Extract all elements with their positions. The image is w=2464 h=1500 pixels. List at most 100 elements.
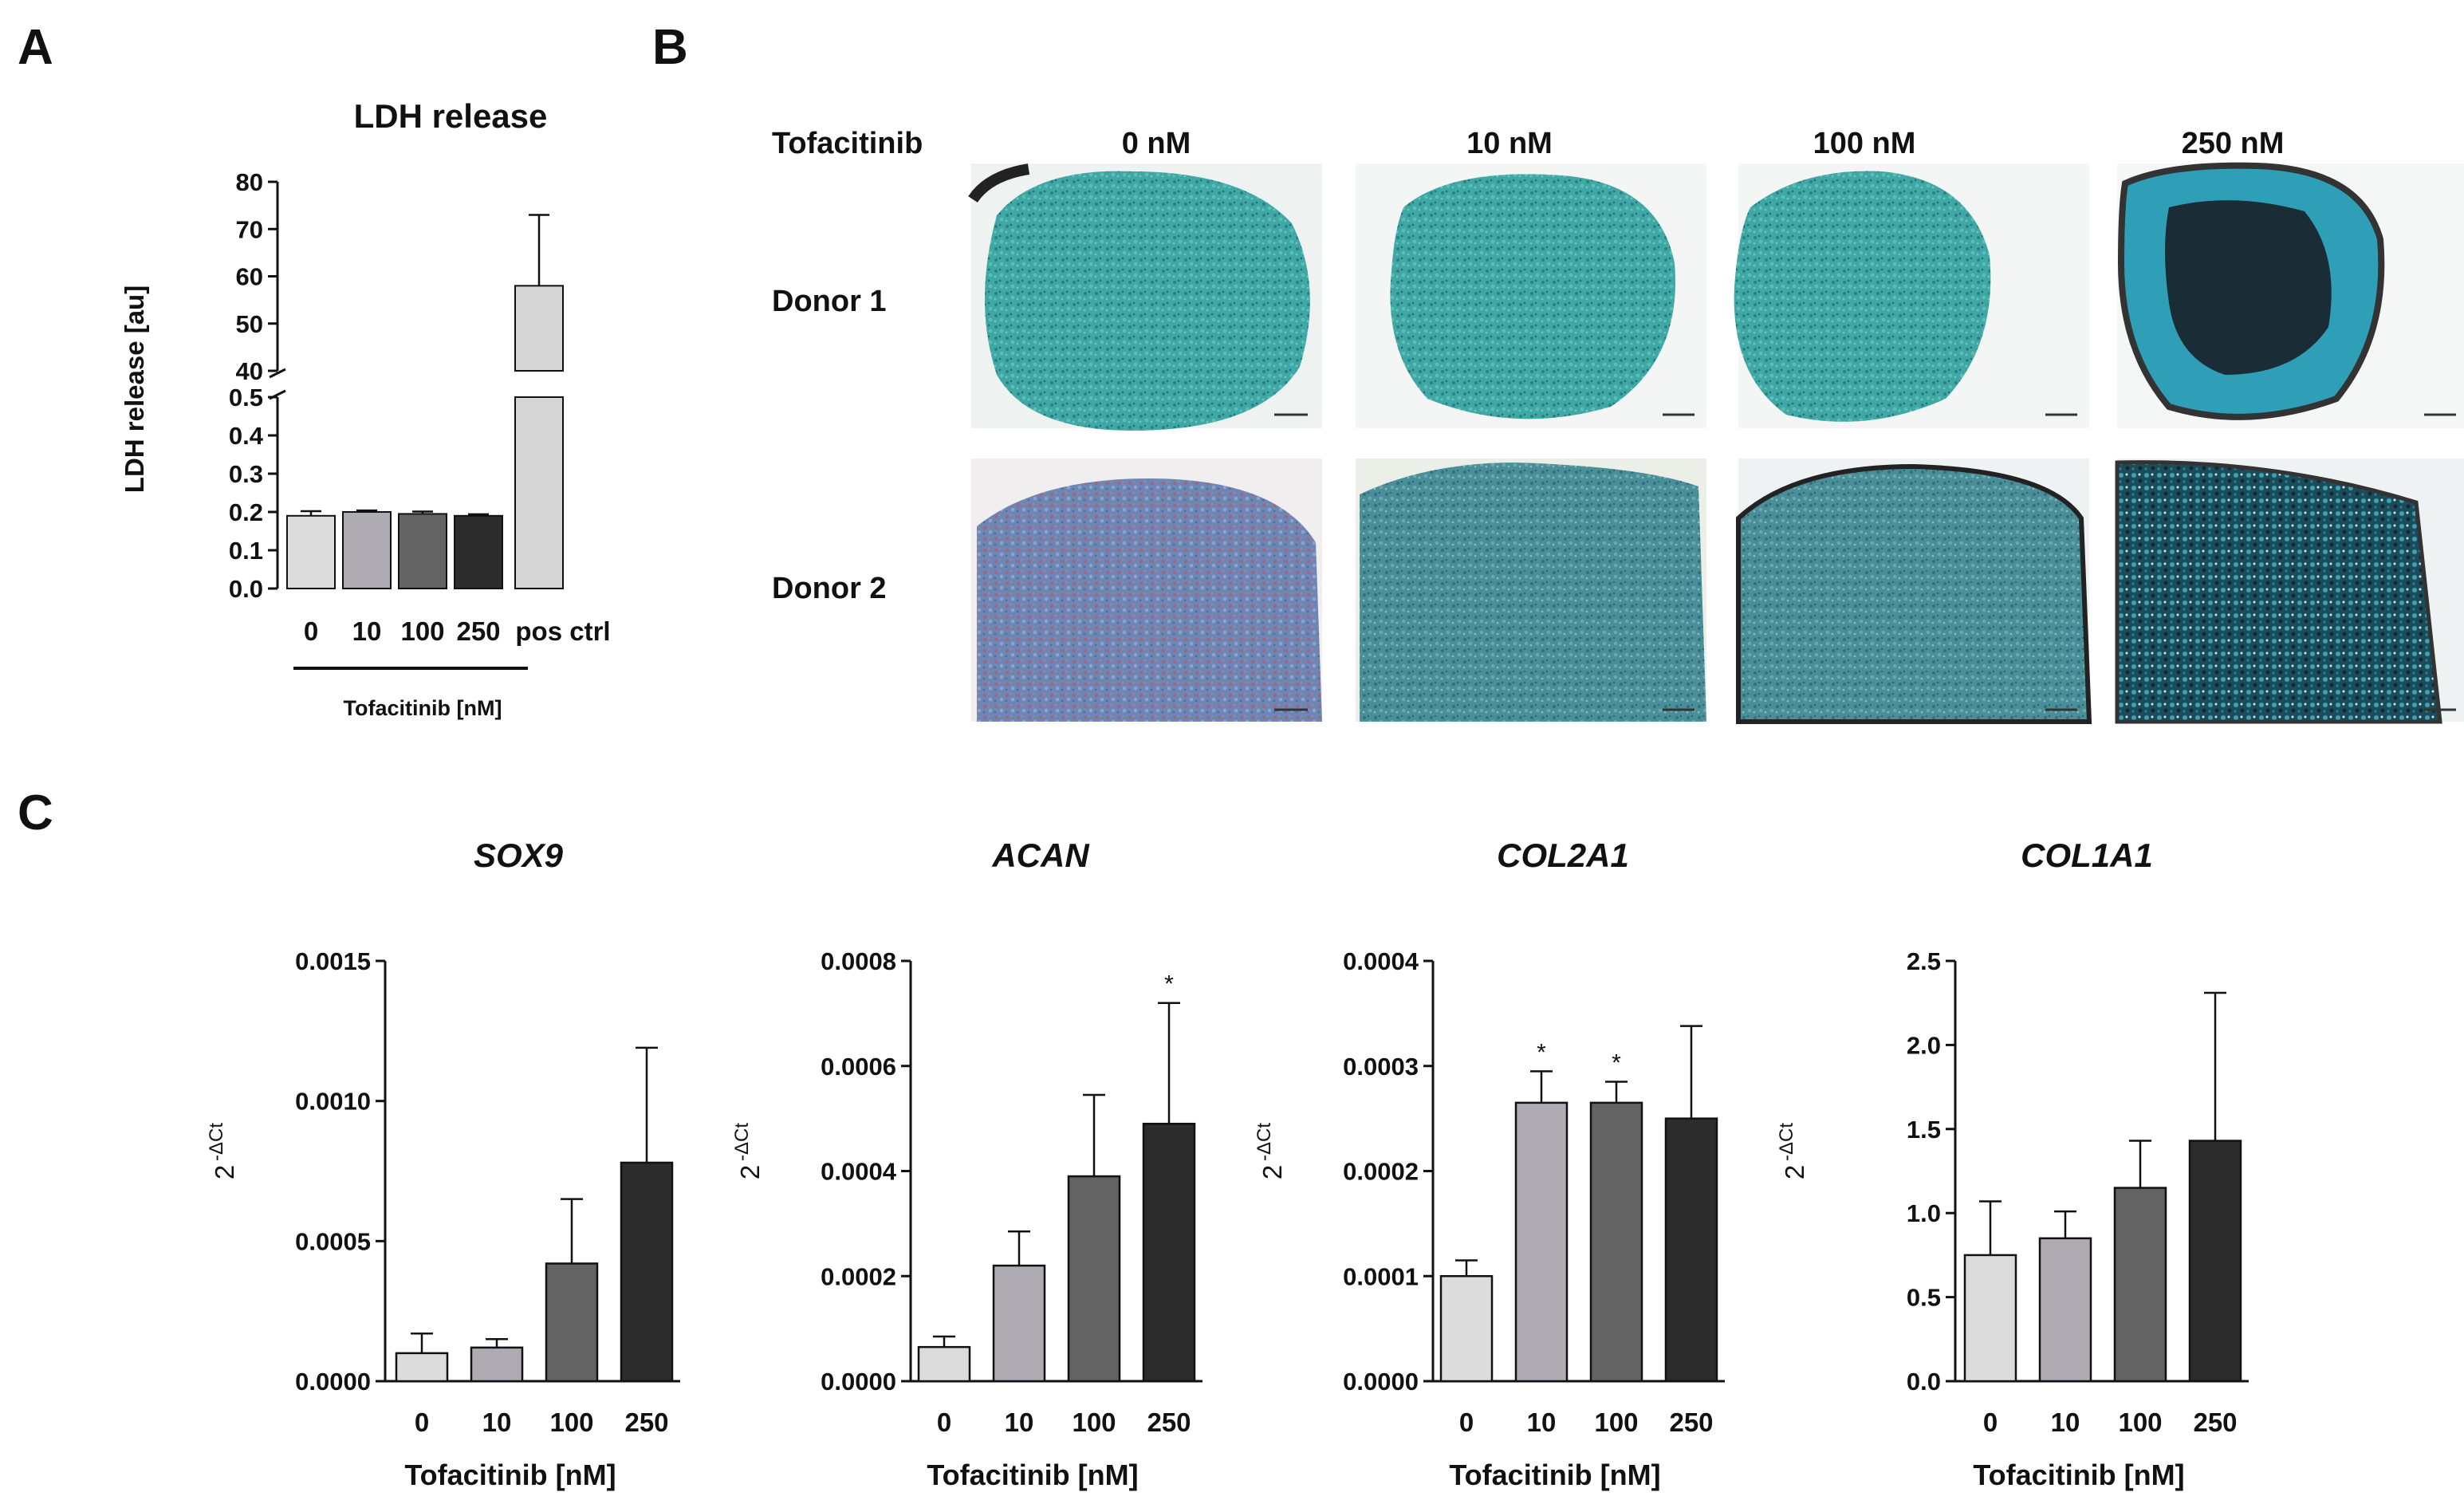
x-tick-label: 250: [2193, 1407, 2237, 1437]
x-tick-label: 100: [400, 616, 444, 646]
x-tick-label: 0: [1459, 1407, 1474, 1437]
x-tick-label: 100: [1072, 1407, 1116, 1437]
x-tick-label: 0: [1983, 1407, 1998, 1437]
chart-title: ACAN: [991, 837, 1090, 874]
x-axis-label: Tofacitinib [nM]: [1449, 1459, 1660, 1491]
y-tick-label: 0.0002: [821, 1262, 896, 1290]
significance-marker: *: [1537, 1039, 1546, 1065]
x-tick-label: 100: [2118, 1407, 2162, 1437]
y-tick-label: 0.0010: [295, 1088, 371, 1116]
bar: [342, 511, 392, 589]
x-tick-label: 10: [2051, 1407, 2080, 1437]
y-tick-label: 1.0: [1907, 1199, 1941, 1227]
x-tick-label: 250: [1669, 1407, 1713, 1437]
bar: [992, 1264, 1046, 1383]
y-tick-label: 60: [236, 263, 263, 291]
x-tick-label: 100: [549, 1407, 593, 1437]
chart-ldh: LDH release 0.0 0.1 0.2 0.3 0.4 0.540 50 60 70 80 L…: [120, 97, 611, 720]
panel-label-a: A: [18, 20, 53, 75]
significance-marker: *: [1612, 1050, 1621, 1077]
bar: [286, 514, 336, 589]
chart-title: LDH release: [354, 97, 548, 135]
histology-row-header: Tofacitinib: [772, 127, 923, 160]
y-tick-label: 0.0004: [1343, 947, 1419, 975]
bar: [1963, 1254, 2017, 1383]
bar: [398, 513, 447, 590]
x-tick-label: pos ctrl: [515, 616, 610, 646]
y-tick-label: 0.0: [229, 575, 263, 603]
chart-acan: ACAN 0.0000 0.0002 0.0004 0.0006 0.0008 2 -ΔCt 0…: [731, 837, 1202, 1491]
micrograph-donor2-250nm: [2115, 459, 2464, 724]
y-tick-label: 70: [236, 215, 263, 243]
bar: [470, 1346, 524, 1383]
bar: [1589, 1101, 1643, 1383]
y-tick-label: 40: [236, 357, 263, 385]
micrograph-donor1-10nm: [1356, 163, 1706, 428]
y-tick-label: 50: [236, 310, 263, 338]
bar: [1439, 1275, 1494, 1383]
y-tick-label: 1.5: [1907, 1116, 1941, 1144]
bar: [2113, 1187, 2167, 1383]
histology-row-donor1: Donor 1: [772, 285, 887, 318]
y-tick-label: 0.0003: [1343, 1053, 1419, 1081]
bar: [545, 1262, 599, 1383]
bar: [620, 1161, 674, 1383]
panel-label-c: C: [18, 785, 53, 841]
y-axis-label-base: 2: [1258, 1165, 1287, 1179]
y-tick-label: 0.0000: [295, 1368, 371, 1396]
y-axis-label-exponent: -ΔCt: [731, 1123, 753, 1161]
x-tick-label: 0: [937, 1407, 951, 1437]
bar: [1067, 1175, 1121, 1383]
y-tick-label: 0.0006: [821, 1053, 896, 1081]
chart-col1a1: COL1A1 0.0 0.5 1.0 1.5 2.0 2.5 2 -ΔCt 0 10 100 250 To…: [1776, 837, 2249, 1491]
histology-col-250nm: 250 nM: [2182, 127, 2285, 160]
y-axis-label: 2 -ΔCt: [1776, 1123, 1809, 1180]
micrograph-donor1-100nm: [1734, 163, 2089, 428]
x-tick-label: 10: [482, 1407, 512, 1437]
axis-break-mark: [269, 368, 286, 379]
chart-title: COL1A1: [2021, 837, 2153, 874]
y-tick-label: 0.0015: [295, 947, 371, 975]
chart-sox9: SOX9 0.0000 0.0005 0.0010 0.0015 2 -ΔCt 0 10 100 2…: [206, 837, 680, 1491]
bar: [917, 1345, 971, 1383]
histology-col-100nm: 100 nM: [1813, 127, 1916, 160]
chart-col2a1: COL2A1 0.0000 0.0001 0.0002 0.0003 0.0004 2 -ΔC…: [1254, 837, 1725, 1491]
y-axis-label-base: 2: [210, 1165, 239, 1179]
y-axis-label-base: 2: [1780, 1165, 1809, 1179]
histology-panel: Tofacitinib 0 nM 10 nM 100 nM 250 nM Don…: [772, 127, 2464, 724]
x-tick-label: 10: [352, 616, 382, 646]
x-tick-label: 10: [1527, 1407, 1557, 1437]
y-tick-label: 0.0005: [295, 1227, 371, 1255]
micrograph-donor1-250nm: [2117, 162, 2464, 428]
y-axis-label-base: 2: [735, 1165, 765, 1179]
x-tick-label: 10: [1005, 1407, 1034, 1437]
y-axis-label: 2 -ΔCt: [1254, 1123, 1287, 1180]
histology-row-donor2: Donor 2: [772, 572, 887, 605]
y-tick-label: 0.0002: [1343, 1158, 1419, 1186]
x-tick-label: 0: [304, 616, 318, 646]
x-tick-label: 250: [456, 616, 500, 646]
bar: [1142, 1122, 1196, 1383]
y-axis-label: 2 -ΔCt: [206, 1123, 239, 1180]
micrograph-donor2-10nm: [1356, 459, 1706, 722]
y-axis-label: LDH release [au]: [120, 285, 149, 493]
y-axis-label-exponent: -ΔCt: [1776, 1123, 1797, 1161]
y-tick-label: 0.0000: [821, 1368, 896, 1396]
y-tick-label: 0.3: [229, 460, 263, 488]
histology-col-10nm: 10 nM: [1466, 127, 1553, 160]
micrograph-donor2-0nm: [971, 459, 1322, 722]
micrograph-donor2-100nm: [1736, 459, 2092, 724]
x-tick-label: 100: [1594, 1407, 1638, 1437]
x-tick-label: 250: [624, 1407, 668, 1437]
y-axis-label: 2 -ΔCt: [731, 1123, 765, 1180]
x-axis-label: Tofacitinib [nM]: [344, 696, 502, 720]
x-axis-label: Tofacitinib [nM]: [927, 1459, 1138, 1491]
panel-label-b: B: [652, 20, 688, 75]
y-tick-label: 2.5: [1907, 947, 1941, 975]
y-tick-label: 0.5: [229, 384, 263, 411]
x-axis-label: Tofacitinib [nM]: [404, 1459, 616, 1491]
y-axis-label-exponent: -ΔCt: [206, 1123, 227, 1161]
y-tick-label: 0.5: [1907, 1284, 1941, 1312]
x-tick-label: 250: [1147, 1407, 1191, 1437]
